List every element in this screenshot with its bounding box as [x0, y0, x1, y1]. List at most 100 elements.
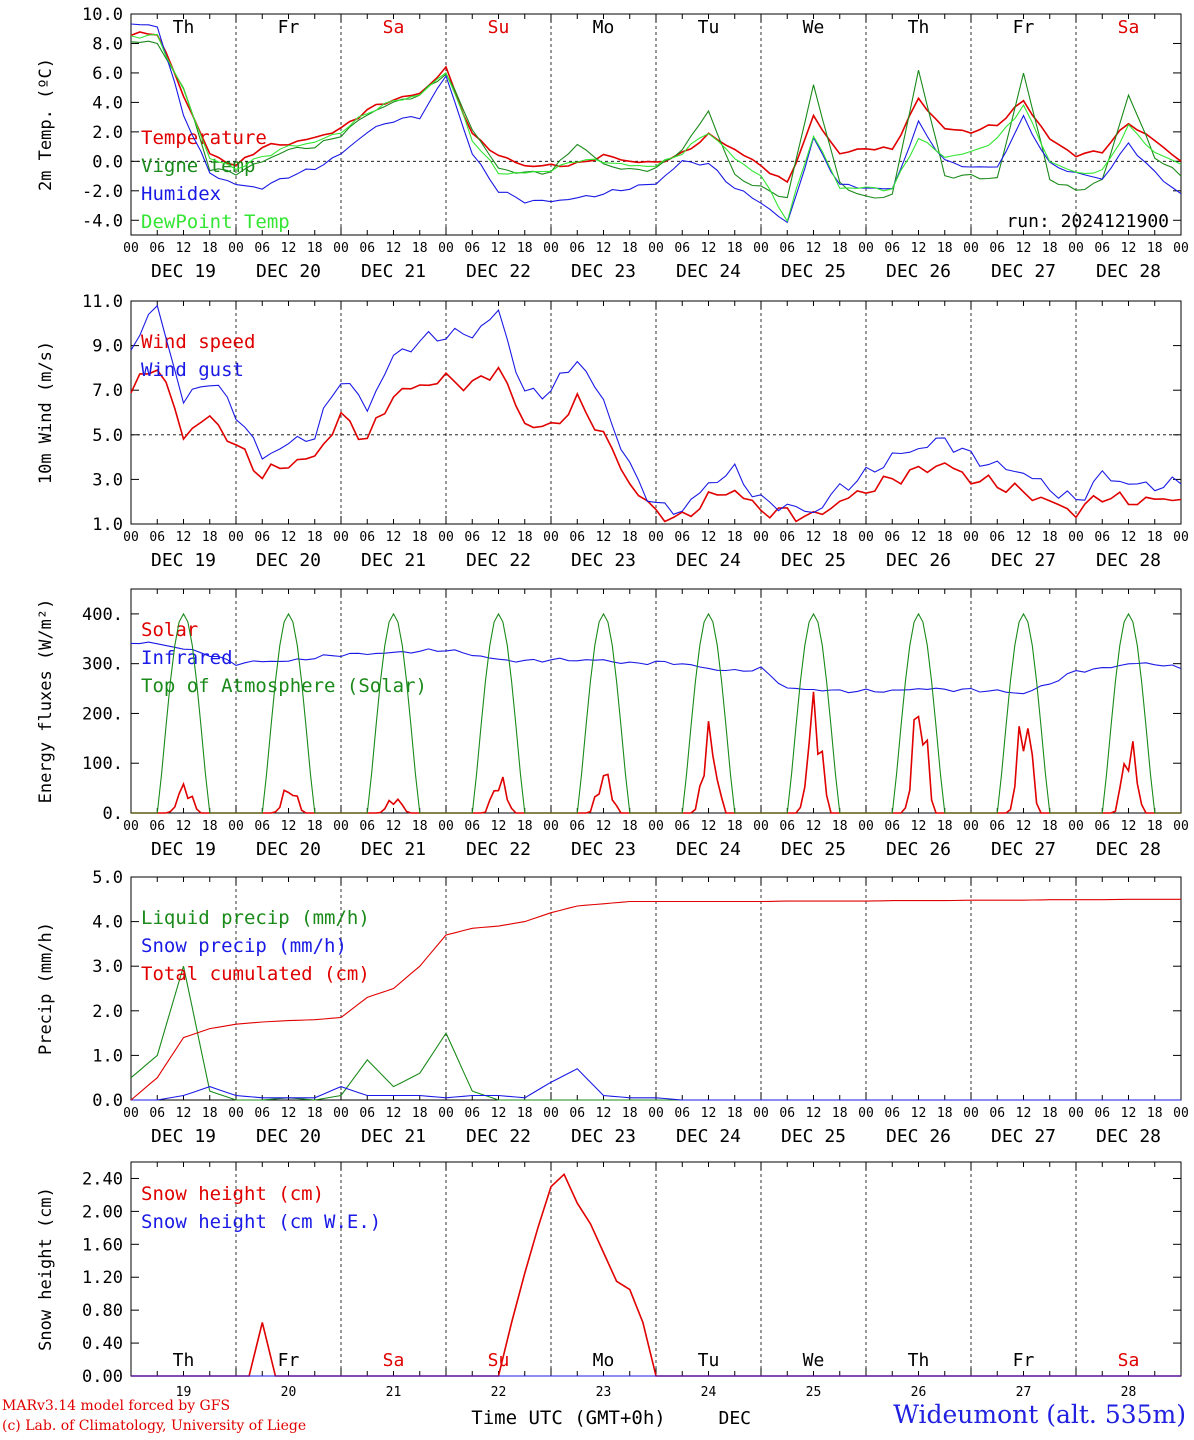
hour-tick-label: 06: [989, 530, 1005, 545]
hour-tick-label: 18: [937, 1106, 953, 1121]
date-label: DEC 27: [991, 1126, 1056, 1147]
date-label: DEC 22: [466, 261, 531, 282]
hour-tick-label: 12: [1016, 241, 1032, 256]
month-label: DEC: [718, 1408, 751, 1429]
y-tick-label: 5.0: [92, 426, 123, 446]
hour-tick-label: 06: [1094, 530, 1110, 545]
y-tick-label: -2.0: [82, 182, 123, 202]
hour-tick-label: 00: [963, 241, 979, 256]
hour-tick-label: 18: [622, 530, 638, 545]
y-tick-label: 1.0: [92, 1046, 123, 1066]
hour-tick-label: 06: [464, 819, 480, 834]
day-number-label: 26: [911, 1385, 927, 1400]
hour-tick-label: 12: [386, 530, 402, 545]
series-line-vigne-temp: [130, 40, 1182, 199]
hour-tick-label: 18: [1042, 819, 1058, 834]
hour-tick-label: 12: [1121, 1106, 1137, 1121]
date-label: DEC 28: [1096, 839, 1161, 860]
hour-tick-label: 18: [622, 241, 638, 256]
y-tick-label: -4.0: [82, 211, 123, 231]
hour-tick-label: 00: [333, 241, 349, 256]
day-name-label: Tu: [698, 17, 720, 38]
hour-tick-label: 06: [1094, 819, 1110, 834]
hour-tick-label: 00: [543, 819, 559, 834]
hour-tick-label: 12: [1016, 819, 1032, 834]
station-name: Wideumont (alt. 535m): [893, 1400, 1186, 1429]
date-label: DEC 24: [676, 261, 741, 282]
date-label: DEC 26: [886, 550, 951, 571]
y-tick-label: 0.80: [82, 1301, 123, 1321]
hour-tick-label: 18: [622, 819, 638, 834]
day-number-label: 24: [701, 1385, 717, 1400]
hour-tick-label: 12: [911, 1106, 927, 1121]
hour-tick-label: 18: [202, 1106, 218, 1121]
hour-tick-label: 12: [176, 1106, 192, 1121]
hour-tick-label: 12: [596, 1106, 612, 1121]
legend-entry: Top of Atmosphere (Solar): [141, 675, 427, 697]
hour-tick-label: 06: [674, 530, 690, 545]
day-number-label: 28: [1121, 1385, 1137, 1400]
hour-tick-label: 18: [832, 1106, 848, 1121]
series-line-wind-speed: [130, 366, 1182, 523]
hour-tick-label: 18: [517, 819, 533, 834]
hour-tick-label: 00: [1173, 530, 1189, 545]
date-label: DEC 20: [256, 839, 321, 860]
y-tick-label: 0.00: [82, 1367, 123, 1387]
hour-tick-label: 12: [911, 241, 927, 256]
date-label: DEC 28: [1096, 261, 1161, 282]
y-tick-label: 2.40: [82, 1169, 123, 1189]
hour-tick-label: 00: [438, 819, 454, 834]
hour-tick-label: 12: [386, 1106, 402, 1121]
hour-tick-label: 06: [149, 1106, 165, 1121]
y-tick-label: 2.00: [82, 1202, 123, 1222]
day-name-label: Sa: [1118, 17, 1140, 38]
hour-tick-label: 06: [884, 241, 900, 256]
hour-tick-label: 06: [254, 1106, 270, 1121]
hour-tick-label: 18: [412, 241, 428, 256]
hour-tick-label: 18: [1147, 819, 1163, 834]
hour-tick-label: 06: [149, 530, 165, 545]
legend-entry: Humidex: [141, 183, 221, 205]
hour-tick-label: 12: [701, 241, 717, 256]
hour-tick-label: 00: [543, 530, 559, 545]
date-label: DEC 25: [781, 1126, 846, 1147]
hour-tick-label: 12: [176, 241, 192, 256]
date-label: DEC 24: [676, 1126, 741, 1147]
y-axis-label: 10m Wind (m/s): [36, 341, 56, 484]
series-line-infrared: [130, 641, 1182, 695]
hour-tick-label: 06: [464, 241, 480, 256]
hour-tick-label: 06: [779, 1106, 795, 1121]
hour-tick-label: 12: [596, 819, 612, 834]
hour-tick-label: 18: [1042, 241, 1058, 256]
date-label: DEC 21: [361, 550, 426, 571]
hour-tick-label: 00: [1068, 241, 1084, 256]
y-tick-label: 100.: [82, 754, 123, 774]
y-tick-label: 1.0: [92, 515, 123, 535]
hour-tick-label: 06: [464, 530, 480, 545]
hour-tick-label: 12: [806, 819, 822, 834]
date-label: DEC 19: [151, 261, 216, 282]
y-tick-label: 2.0: [92, 1002, 123, 1022]
legend-entry: Snow precip (mm/h): [141, 935, 347, 957]
date-label: DEC 24: [676, 550, 741, 571]
hour-tick-label: 00: [1173, 819, 1189, 834]
hour-tick-label: 00: [228, 241, 244, 256]
date-label: DEC 21: [361, 1126, 426, 1147]
hour-tick-label: 06: [359, 819, 375, 834]
y-tick-label: 300.: [82, 655, 123, 675]
day-number-label: 22: [491, 1385, 507, 1400]
date-label: DEC 20: [256, 550, 321, 571]
legend-entry: Vigne temp: [141, 155, 255, 177]
day-name-label: Th: [173, 1350, 195, 1371]
day-name-label: Fr: [278, 1350, 300, 1371]
model-credit: MARv3.14 model forced by GFS: [2, 1398, 231, 1414]
hour-tick-label: 18: [202, 819, 218, 834]
hour-tick-label: 18: [937, 819, 953, 834]
hour-tick-label: 06: [779, 241, 795, 256]
hour-tick-label: 12: [491, 819, 507, 834]
hour-tick-label: 00: [1173, 241, 1189, 256]
hour-tick-label: 00: [333, 819, 349, 834]
hour-tick-label: 18: [727, 819, 743, 834]
hour-tick-label: 12: [911, 530, 927, 545]
hour-tick-label: 12: [1121, 819, 1137, 834]
